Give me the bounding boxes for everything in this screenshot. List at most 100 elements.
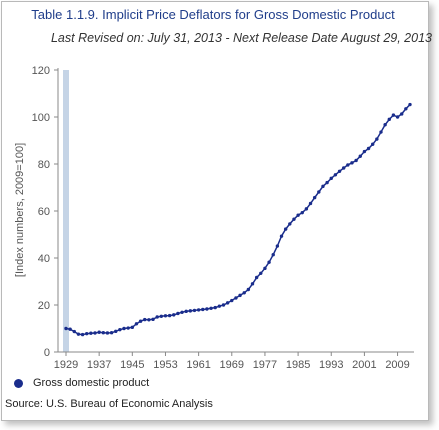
source-note: Source: U.S. Bureau of Economic Analysis (5, 398, 213, 410)
data-point[interactable] (292, 217, 296, 221)
data-point[interactable] (221, 303, 226, 307)
data-point[interactable] (209, 306, 213, 310)
data-point[interactable] (366, 146, 371, 151)
x-tick-label: 2001 (352, 359, 376, 371)
data-point[interactable] (271, 253, 275, 257)
data-point[interactable] (238, 293, 242, 298)
data-point[interactable] (341, 166, 346, 170)
data-point[interactable] (230, 298, 234, 303)
data-point[interactable] (151, 317, 155, 322)
data-point[interactable] (279, 234, 284, 238)
y-tick-label: 100 (32, 112, 50, 124)
data-point[interactable] (134, 322, 139, 326)
data-point[interactable] (242, 291, 246, 295)
data-point[interactable] (296, 213, 300, 217)
x-tick-label: 1993 (319, 359, 343, 371)
data-point[interactable] (400, 112, 404, 116)
x-tick-label: 1961 (186, 359, 210, 371)
chart-panel (1, 1, 429, 421)
data-point[interactable] (109, 331, 114, 335)
x-tick-label: 1985 (286, 359, 310, 371)
data-point[interactable] (118, 327, 122, 332)
data-point[interactable] (275, 244, 280, 248)
data-point[interactable] (387, 117, 391, 122)
data-point[interactable] (288, 222, 292, 226)
data-point[interactable] (350, 161, 354, 165)
data-point[interactable] (304, 207, 309, 211)
data-point[interactable] (225, 301, 230, 305)
data-point[interactable] (346, 163, 350, 167)
data-point[interactable] (408, 102, 412, 107)
data-point[interactable] (93, 331, 97, 335)
data-point[interactable] (362, 149, 367, 154)
data-point[interactable] (176, 311, 180, 316)
data-point[interactable] (85, 331, 89, 336)
data-point[interactable] (317, 190, 321, 194)
data-point[interactable] (180, 310, 184, 314)
chart-title: Table 1.1.9. Implicit Price Deflators fo… (31, 7, 395, 22)
data-point[interactable] (130, 325, 135, 330)
data-point[interactable] (196, 308, 201, 312)
data-point[interactable] (138, 319, 143, 323)
data-point[interactable] (308, 201, 313, 206)
data-point[interactable] (64, 326, 68, 331)
data-point[interactable] (205, 307, 209, 311)
data-point[interactable] (337, 169, 342, 173)
data-point[interactable] (105, 331, 110, 335)
data-point[interactable] (325, 180, 329, 185)
data-point[interactable] (68, 327, 72, 331)
data-point[interactable] (358, 154, 362, 158)
data-point[interactable] (321, 184, 325, 189)
data-point[interactable] (312, 195, 317, 200)
data-point[interactable] (76, 332, 81, 336)
data-point[interactable] (246, 287, 251, 292)
data-point[interactable] (89, 331, 93, 335)
data-point[interactable] (184, 309, 188, 314)
data-point[interactable] (375, 137, 379, 141)
data-point[interactable] (188, 309, 193, 313)
data-point[interactable] (283, 227, 288, 231)
x-tick-label: 2009 (385, 359, 409, 371)
y-axis-title: [Index numbers, 2009=100] (14, 143, 26, 277)
data-point[interactable] (383, 123, 387, 127)
data-point[interactable] (122, 326, 126, 331)
data-point[interactable] (329, 176, 333, 181)
data-point[interactable] (404, 107, 408, 111)
data-point[interactable] (80, 332, 85, 337)
data-point[interactable] (192, 308, 197, 313)
data-point[interactable] (213, 305, 217, 310)
y-tick-label: 20 (38, 300, 50, 312)
data-point[interactable] (370, 142, 375, 146)
y-tick-label: 80 (38, 159, 50, 171)
data-point[interactable] (267, 260, 271, 264)
data-point[interactable] (159, 314, 164, 318)
data-point[interactable] (72, 329, 76, 334)
data-point[interactable] (395, 115, 400, 119)
data-point[interactable] (333, 173, 338, 177)
data-point[interactable] (114, 329, 118, 334)
data-point[interactable] (250, 282, 255, 286)
data-point[interactable] (167, 313, 172, 318)
y-tick-label: 0 (44, 347, 50, 359)
y-tick-label: 120 (32, 65, 50, 77)
data-point[interactable] (379, 130, 383, 134)
data-point[interactable] (101, 331, 106, 335)
data-point[interactable] (234, 296, 238, 300)
y-tick-label: 60 (38, 206, 50, 218)
data-point[interactable] (143, 317, 147, 322)
data-point[interactable] (126, 326, 130, 330)
data-point[interactable] (254, 275, 259, 280)
data-point[interactable] (391, 113, 396, 117)
data-point[interactable] (263, 266, 267, 271)
data-point[interactable] (163, 314, 168, 318)
data-point[interactable] (300, 210, 304, 215)
data-point[interactable] (97, 330, 101, 334)
data-point[interactable] (354, 158, 358, 163)
data-point[interactable] (155, 315, 159, 319)
data-point[interactable] (172, 313, 176, 317)
data-point[interactable] (259, 271, 263, 275)
data-point[interactable] (147, 318, 151, 322)
data-point[interactable] (217, 304, 222, 308)
data-point[interactable] (201, 307, 205, 312)
